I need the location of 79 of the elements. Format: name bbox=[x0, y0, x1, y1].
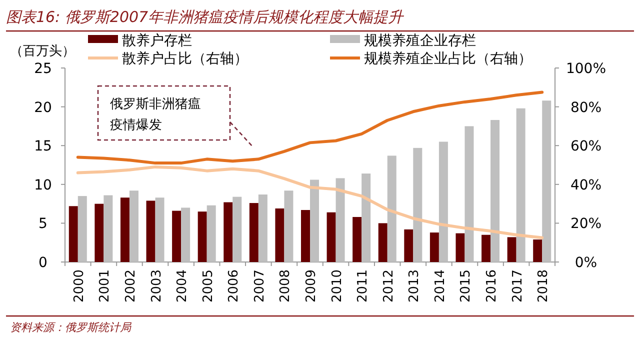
x-tick-label: 2006 bbox=[226, 269, 242, 303]
bar bbox=[404, 229, 414, 262]
bar bbox=[336, 178, 345, 262]
chart-title: 图表16: 俄罗斯2007年非洲猪瘟疫情后规模化程度大幅提升 bbox=[6, 8, 406, 26]
bar bbox=[249, 203, 258, 262]
bar bbox=[490, 120, 500, 262]
annotation: 俄罗斯非洲猪瘟疫情爆发 bbox=[110, 97, 201, 133]
bar bbox=[362, 174, 371, 262]
y-tick-label: 10 bbox=[34, 177, 52, 194]
bar bbox=[146, 200, 156, 262]
x-tick-label: 2005 bbox=[200, 269, 216, 303]
x-tick-label: 2007 bbox=[252, 269, 268, 303]
bar bbox=[68, 206, 78, 262]
bar bbox=[464, 126, 474, 262]
legend-label: 散养户占比（右轴） bbox=[122, 51, 248, 67]
x-tick-label: 2004 bbox=[175, 269, 190, 303]
bar bbox=[198, 212, 207, 262]
bar bbox=[284, 190, 294, 262]
x-tick-label: 2001 bbox=[98, 269, 113, 303]
x-tick-label: 2000 bbox=[72, 269, 87, 303]
bar bbox=[224, 202, 233, 262]
y-tick-label: 25 bbox=[34, 61, 52, 77]
bar bbox=[181, 208, 190, 262]
x-tick-label: 2012 bbox=[381, 269, 396, 303]
bar bbox=[232, 196, 242, 262]
text: 资料来源：俄罗斯统计局 bbox=[10, 321, 132, 334]
y2-tick-label: 20% bbox=[570, 216, 602, 232]
y2-tick-label: 0% bbox=[574, 255, 598, 271]
bar bbox=[413, 148, 422, 262]
x-tick-label: 2008 bbox=[278, 269, 294, 303]
y-tick-label: 15 bbox=[34, 138, 52, 155]
x-tick-label: 2003 bbox=[149, 269, 164, 303]
y2-tick-label: 60% bbox=[570, 138, 602, 155]
bar bbox=[430, 232, 439, 262]
bar bbox=[456, 233, 465, 262]
x-tick-label: 2009 bbox=[304, 269, 319, 303]
x-tick-label: 2002 bbox=[123, 269, 138, 303]
bar bbox=[542, 100, 552, 262]
bar bbox=[155, 198, 164, 262]
bar bbox=[206, 205, 216, 262]
bar bbox=[78, 196, 87, 262]
bar bbox=[275, 208, 284, 262]
x-tick-label: 2017 bbox=[510, 269, 526, 303]
y-axis-title: （百万头） bbox=[10, 44, 75, 59]
legend-label: 规模养殖企业占比（右轴） bbox=[364, 51, 532, 67]
y2-tick-label: 80% bbox=[570, 100, 602, 116]
bar bbox=[507, 237, 516, 262]
y-tick-label: 5 bbox=[38, 216, 48, 232]
bar bbox=[120, 198, 130, 262]
x-tick-label: 2015 bbox=[458, 269, 474, 303]
bar bbox=[387, 156, 396, 262]
y2-tick-label: 100% bbox=[566, 61, 606, 77]
x-tick-label: 2010 bbox=[330, 269, 345, 303]
x-tick-label: 2013 bbox=[407, 269, 422, 303]
x-tick-label: 2018 bbox=[536, 269, 552, 303]
x-tick-label: 2014 bbox=[432, 269, 448, 303]
bar bbox=[172, 210, 182, 262]
bar bbox=[516, 108, 526, 262]
y2-tick-label: 40% bbox=[570, 177, 602, 194]
bar bbox=[326, 212, 336, 262]
x-tick-label: 2016 bbox=[484, 269, 500, 303]
bar bbox=[94, 204, 104, 262]
y-tick-label: 0 bbox=[38, 255, 48, 271]
bar bbox=[533, 239, 542, 262]
bar bbox=[352, 216, 362, 262]
legend-label: 规模养殖企业存栏 bbox=[364, 33, 476, 49]
line-series bbox=[76, 165, 544, 240]
bar bbox=[129, 190, 138, 262]
bar bbox=[104, 195, 113, 262]
bar bbox=[310, 180, 319, 262]
bar bbox=[438, 142, 448, 262]
legend-label: 散养户存栏 bbox=[122, 33, 192, 49]
bar bbox=[482, 234, 491, 262]
bar bbox=[378, 223, 388, 262]
x-tick-label: 2011 bbox=[356, 269, 371, 303]
line-series bbox=[76, 90, 544, 165]
bar bbox=[258, 194, 268, 262]
y-tick-label: 20 bbox=[34, 100, 52, 116]
bar bbox=[301, 210, 310, 262]
